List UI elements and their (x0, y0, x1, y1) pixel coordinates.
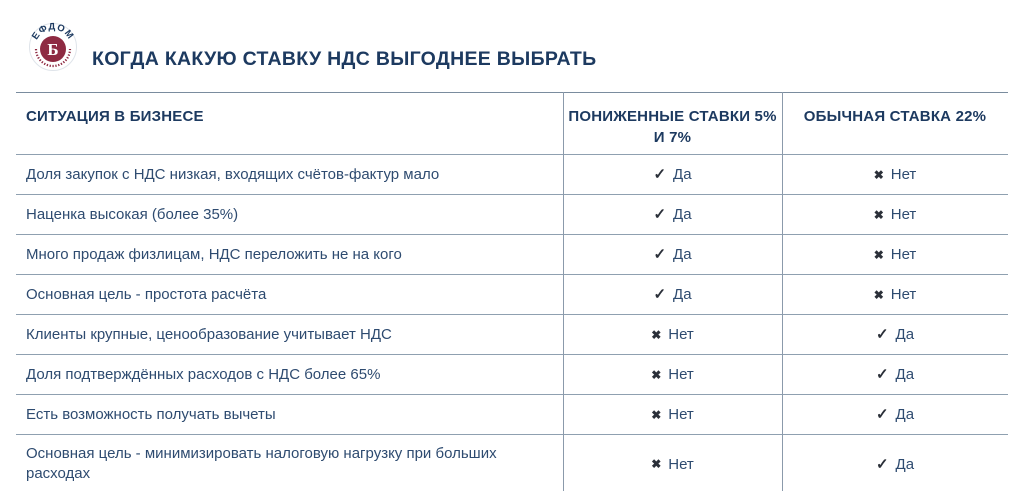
reduced-rate-cell: ✓ Да (563, 275, 782, 314)
reduced-rate-cell: ✖ Нет (563, 435, 782, 491)
yes-no-label: Да (895, 326, 915, 343)
svg-text:ЕФДОМ: ЕФДОМ (30, 21, 76, 41)
cross-icon: ✖ (873, 247, 884, 262)
situation-cell: Наценка высокая (более 35%) (26, 206, 239, 223)
yes-no-label: Нет (668, 455, 694, 473)
table-row: Доля подтверждённых расходов с НДС более… (16, 355, 1008, 395)
reduced-rate-cell: ✖ Нет (563, 355, 782, 394)
yes-no-label: Да (673, 166, 692, 183)
situation-cell: Основная цель - простота расчёта (26, 286, 267, 303)
table-row: Основная цель - минимизировать налоговую… (16, 435, 1008, 491)
reduced-rate-cell: ✓ Да (563, 155, 782, 194)
situation-cell: Много продаж физлицам, НДС переложить не… (26, 246, 402, 263)
reduced-rate-cell: ✓ Да (563, 235, 782, 274)
yes-no-label: Нет (890, 166, 917, 183)
reduced-rate-cell: ✖ Нет (563, 315, 782, 354)
check-icon: ✓ (875, 406, 889, 423)
yes-no-label: Нет (890, 206, 917, 223)
table-body: Доля закупок с НДС низкая, входящих счёт… (16, 155, 1008, 491)
page-title: КОГДА КАКУЮ СТАВКУ НДС ВЫГОДНЕЕ ВЫБРАТЬ (92, 48, 597, 70)
situation-cell: Есть возможность получать вычеты (26, 406, 276, 423)
regular-rate-cell: ✓ Да (782, 395, 1008, 434)
yes-no-label: Нет (668, 406, 694, 423)
cross-icon: ✖ (873, 287, 884, 302)
table-row: Много продаж физлицам, НДС переложить не… (16, 235, 1008, 275)
yes-no-label: Нет (890, 286, 917, 303)
cross-icon: ✖ (873, 167, 884, 182)
efdom-logo-icon: ЕФДОМ Б (29, 21, 77, 71)
regular-rate-cell: ✖ Нет (782, 155, 1008, 194)
cross-icon: ✖ (651, 407, 662, 422)
cross-icon: ✖ (651, 327, 662, 342)
check-icon: ✓ (653, 166, 667, 183)
yes-no-label: Нет (668, 366, 694, 383)
regular-rate-cell: ✖ Нет (782, 195, 1008, 234)
cross-icon: ✖ (651, 367, 662, 382)
table-header-row: СИТУАЦИЯ В БИЗНЕСЕ ПОНИЖЕННЫЕ СТАВКИ 5% … (16, 92, 1008, 155)
check-icon: ✓ (875, 326, 889, 343)
yes-no-label: Да (895, 406, 915, 423)
check-icon: ✓ (653, 206, 667, 223)
cross-icon: ✖ (651, 457, 662, 471)
reduced-rate-cell: ✖ Нет (563, 395, 782, 434)
check-icon: ✓ (653, 246, 667, 263)
table-row: Клиенты крупные, ценообразование учитыва… (16, 315, 1008, 355)
check-icon: ✓ (653, 286, 667, 303)
yes-no-label: Да (673, 206, 692, 223)
regular-rate-cell: ✖ Нет (782, 275, 1008, 314)
column-divider (563, 92, 564, 491)
yes-no-label: Да (895, 366, 915, 383)
efdom-logo: ЕФДОМ Б (28, 20, 78, 72)
situation-cell: Доля подтверждённых расходов с НДС более… (26, 366, 381, 383)
yes-no-label: Нет (668, 326, 694, 343)
yes-no-label: Да (673, 246, 692, 263)
table-row: Доля закупок с НДС низкая, входящих счёт… (16, 155, 1008, 195)
table-row: Основная цель - простота расчёта ✓ Да ✖ Не… (16, 275, 1008, 315)
check-icon: ✓ (875, 455, 889, 473)
col-header-reduced-rates: ПОНИЖЕННЫЕ СТАВКИ 5% И 7% (568, 108, 777, 146)
regular-rate-cell: ✖ Нет (782, 235, 1008, 274)
table-row: Наценка высокая (более 35%) ✓ Да ✖ Нет (16, 195, 1008, 235)
cross-icon: ✖ (873, 207, 884, 222)
regular-rate-cell: ✓ Да (782, 355, 1008, 394)
regular-rate-cell: ✓ Да (782, 435, 1008, 491)
yes-no-label: Да (895, 455, 915, 473)
yes-no-label: Да (673, 286, 692, 303)
situation-cell: Основная цель - минимизировать налоговую… (26, 445, 497, 482)
svg-text:Б: Б (47, 40, 58, 59)
yes-no-label: Нет (890, 246, 917, 263)
regular-rate-cell: ✓ Да (782, 315, 1008, 354)
vat-comparison-table: СИТУАЦИЯ В БИЗНЕСЕ ПОНИЖЕННЫЕ СТАВКИ 5% … (16, 92, 1008, 491)
col-header-regular-rate: ОБЫЧНАЯ СТАВКА 22% (803, 108, 987, 125)
situation-cell: Клиенты крупные, ценообразование учитыва… (26, 326, 392, 343)
col-header-situation: СИТУАЦИЯ В БИЗНЕСЕ (26, 108, 204, 125)
situation-cell: Доля закупок с НДС низкая, входящих счёт… (26, 166, 440, 183)
column-divider (782, 92, 783, 491)
reduced-rate-cell: ✓ Да (563, 195, 782, 234)
table-row: Есть возможность получать вычеты ✖ Нет ✓ Д… (16, 395, 1008, 435)
check-icon: ✓ (875, 366, 889, 383)
